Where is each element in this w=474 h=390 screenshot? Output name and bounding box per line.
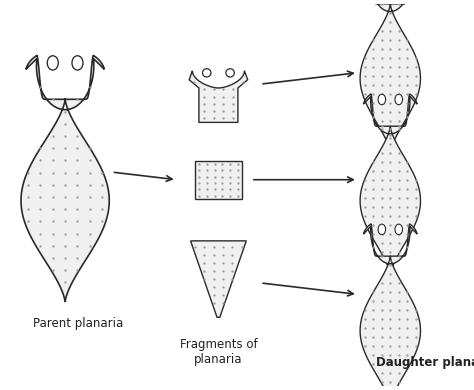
Ellipse shape <box>47 56 58 70</box>
Ellipse shape <box>395 94 402 105</box>
Text: Daughter planaria: Daughter planaria <box>376 356 474 369</box>
Bar <box>195 161 242 199</box>
Ellipse shape <box>226 69 234 77</box>
Ellipse shape <box>378 94 386 105</box>
Polygon shape <box>360 224 420 390</box>
Polygon shape <box>189 71 248 122</box>
Text: Fragments of
planaria: Fragments of planaria <box>180 339 257 366</box>
Ellipse shape <box>202 69 211 77</box>
Polygon shape <box>360 0 420 153</box>
Text: Parent planaria: Parent planaria <box>33 317 123 330</box>
Polygon shape <box>21 55 109 302</box>
Ellipse shape <box>378 224 386 235</box>
Ellipse shape <box>395 224 402 235</box>
Polygon shape <box>360 94 420 275</box>
Polygon shape <box>191 241 246 317</box>
Ellipse shape <box>72 56 83 70</box>
